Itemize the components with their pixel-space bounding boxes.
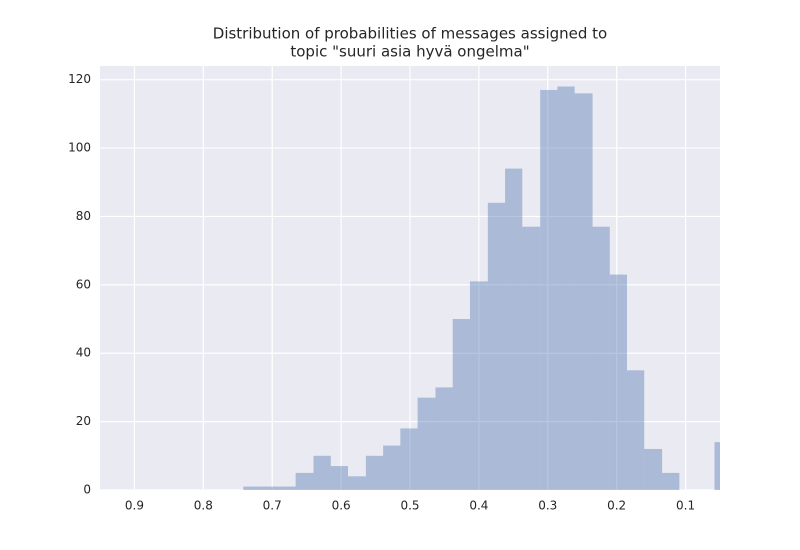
chart-title: Distribution of probabilities of message… — [213, 25, 607, 43]
bar — [574, 93, 593, 490]
x-tick-label: 0.4 — [469, 499, 488, 513]
x-tick-label: 0.9 — [125, 499, 144, 513]
bars — [243, 86, 720, 490]
bar — [540, 89, 558, 490]
x-tick-label: 0.5 — [400, 499, 419, 513]
x-tick-label: 0.6 — [332, 499, 351, 513]
bar — [505, 168, 523, 490]
y-tick-label: 0 — [83, 483, 91, 497]
bar — [348, 476, 366, 490]
x-tick-label: 0.7 — [263, 499, 282, 513]
bar — [435, 387, 453, 490]
bar — [330, 466, 348, 490]
bar — [278, 486, 296, 490]
bar — [452, 319, 470, 490]
bar — [313, 455, 331, 490]
y-tick-label: 20 — [76, 414, 91, 428]
bar — [383, 445, 401, 490]
bar — [644, 448, 663, 490]
chart-title: topic "suuri asia hyvä ongelma" — [290, 43, 529, 61]
bar — [469, 281, 488, 490]
x-tick-label: 0.1 — [676, 499, 695, 513]
bar — [365, 455, 384, 490]
bar — [609, 274, 627, 490]
y-tick-label: 80 — [76, 209, 91, 223]
bar — [417, 397, 436, 490]
bar — [243, 486, 262, 490]
bar — [662, 472, 680, 490]
x-tick-label: 0.8 — [194, 499, 213, 513]
y-tick-label: 40 — [76, 346, 91, 360]
bar — [714, 442, 720, 490]
bar — [400, 428, 418, 490]
y-tick-label: 100 — [68, 141, 91, 155]
x-tick-label: 0.3 — [538, 499, 557, 513]
bar — [592, 226, 610, 490]
x-tick-label: 0.2 — [607, 499, 626, 513]
grid — [100, 66, 720, 491]
y-tick-label: 60 — [76, 277, 91, 291]
bar — [487, 202, 506, 490]
y-tick-label: 120 — [68, 72, 91, 86]
bar — [295, 472, 314, 490]
bar — [557, 86, 575, 490]
bar — [261, 486, 279, 490]
bar — [627, 370, 645, 490]
bar — [522, 226, 541, 490]
